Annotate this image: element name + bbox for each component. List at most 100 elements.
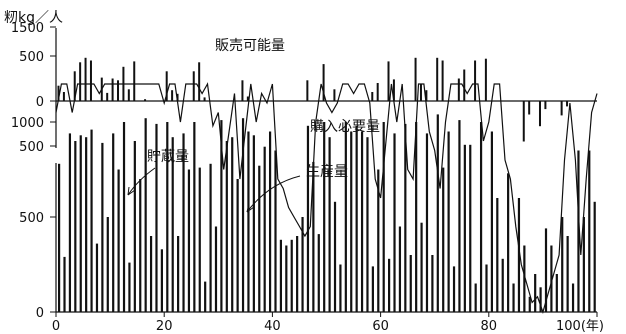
production-bar [198,167,201,312]
storage-arrow [127,167,156,196]
production-bar [236,179,239,312]
production-bar [415,122,418,312]
production-bar [296,236,299,312]
top-ytick-label: 0 [36,95,44,110]
production-bars [58,114,596,313]
production-bar [420,222,423,312]
production-bar [404,123,407,313]
sell-bar [62,92,65,101]
production-bar [479,122,483,312]
production-bar [149,236,153,312]
production-bar [171,137,174,312]
sell-bar [176,93,179,101]
storage-arrowhead-icon [127,186,136,196]
production-bar [58,163,61,312]
production-bar [85,137,88,312]
sell-bar [203,97,206,101]
production-bar [458,120,461,312]
production-bar [507,173,510,312]
sell-bar [457,78,460,101]
production-bar [512,283,515,312]
production-bar [252,135,255,312]
production-bar [463,144,466,312]
production-bar [79,135,82,312]
production-bar [301,217,304,312]
bottom-xlabel: 100(年) [556,319,604,334]
top-ylabel: 籾kg／人 [4,10,63,26]
production-bar [555,274,558,312]
top-tick-labels: 500 0 500 [19,50,44,155]
production-bar [344,122,347,312]
sell-bar [133,61,136,101]
storage-line [55,82,598,314]
sell-bar [387,61,390,101]
sell-bar [414,57,417,101]
production-bar [306,125,310,312]
production-bar [447,131,450,312]
production-bar [274,150,277,312]
top-ytick-label: 500 [19,50,44,65]
production-bar [106,217,109,312]
production-bar [328,137,331,312]
production-bar [393,133,396,312]
bottom-ytick-label: 500 [19,211,44,226]
production-bar [582,217,585,312]
production-bar [377,169,380,312]
sell-bar [322,64,325,101]
production-bar [442,167,445,312]
sell-bar [111,78,114,101]
production-arrowhead-icon [246,203,255,213]
sell-bar [419,83,422,101]
storage-annotation: 貯蔵量 [147,149,189,165]
production-bar [425,133,429,312]
sell-bar [246,96,249,101]
production-bar [68,133,72,312]
buy-ytick-label: 500 [19,140,44,155]
production-bar [95,243,99,312]
buy-bar [528,101,531,115]
production-bar [63,256,66,312]
sell-bar [436,57,439,101]
sell-bar [106,92,109,101]
buy-bar [538,101,541,127]
production-bar [593,201,596,312]
production-bar [166,122,169,312]
sell-bar [463,69,466,101]
sell-bar [144,99,147,101]
production-bar [571,283,575,312]
production-bar [544,228,548,312]
production-bar [501,258,504,312]
production-bar [247,131,250,312]
production-bar [561,217,564,312]
production-bar [474,283,477,312]
sell-bar [474,60,477,101]
sell-bar [57,85,60,101]
bottom-xtick-label: 60 [372,319,389,334]
production-bar [258,165,261,312]
production-bar [436,114,439,313]
production-bar [355,125,358,312]
production-bar [231,137,234,312]
bottom-xtick-label: 80 [481,319,498,334]
production-bar [268,131,272,312]
production-bar [388,258,391,312]
production-bar [528,296,531,312]
production-bar [517,198,521,312]
production-bar [155,123,158,313]
sell-bar [165,71,168,101]
production-bar [139,179,142,312]
production-bar [101,142,104,312]
buy-bars [522,101,569,142]
sell-bar [84,57,87,101]
bottom-xtick-label: 40 [264,319,281,334]
production-bar [323,122,326,312]
production-bar [160,249,163,312]
sell-bar [376,83,379,101]
buy-bar [566,101,569,107]
production-bar [214,226,218,312]
sell-bar [371,92,374,101]
production-bar [225,141,228,312]
production-bar [209,163,212,312]
bottom-ytick-label: 0 [36,306,44,321]
production-bar [534,274,537,312]
